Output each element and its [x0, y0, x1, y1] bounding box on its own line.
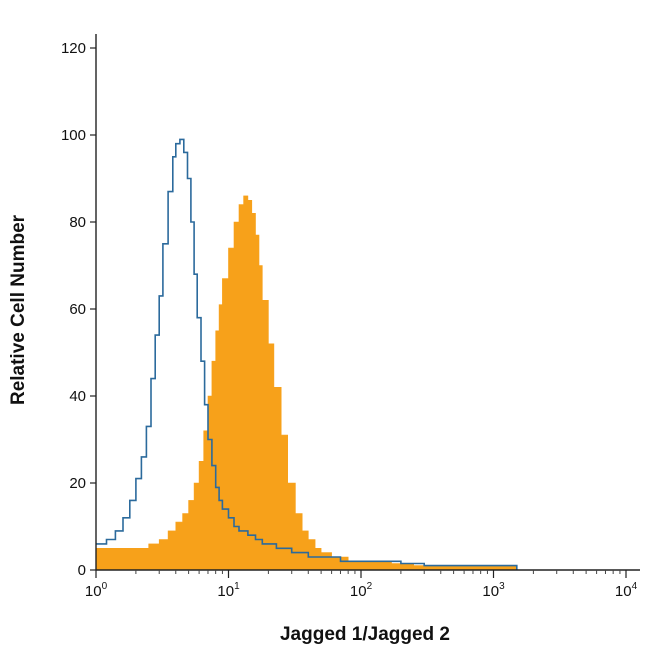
x-tick-label: 103 — [482, 581, 505, 600]
series-outline-histogram — [96, 138, 518, 570]
axes — [95, 34, 640, 571]
y-tick-label: 100 — [61, 127, 86, 144]
y-tick-label: 0 — [78, 562, 86, 579]
x-ticks: 100 101 102 103 104 — [85, 570, 638, 600]
y-axis-title: Relative Cell Number — [8, 214, 29, 405]
x-tick-label: 101 — [217, 581, 240, 600]
y-tick-label: 20 — [69, 475, 86, 492]
y-tick-label: 40 — [69, 388, 86, 405]
x-axis-title: Jagged 1/Jagged 2 — [280, 624, 450, 645]
plot-area — [95, 138, 518, 571]
y-tick-label: 80 — [69, 214, 86, 231]
y-tick-label: 120 — [61, 40, 86, 57]
y-ticks: 0 20 40 60 80 100 120 — [61, 40, 96, 579]
x-tick-label: 102 — [350, 581, 373, 600]
x-tick-label: 104 — [615, 581, 638, 600]
y-tick-label: 60 — [69, 301, 86, 318]
x-tick-label: 100 — [85, 581, 108, 600]
series-filled-histogram — [95, 195, 518, 571]
